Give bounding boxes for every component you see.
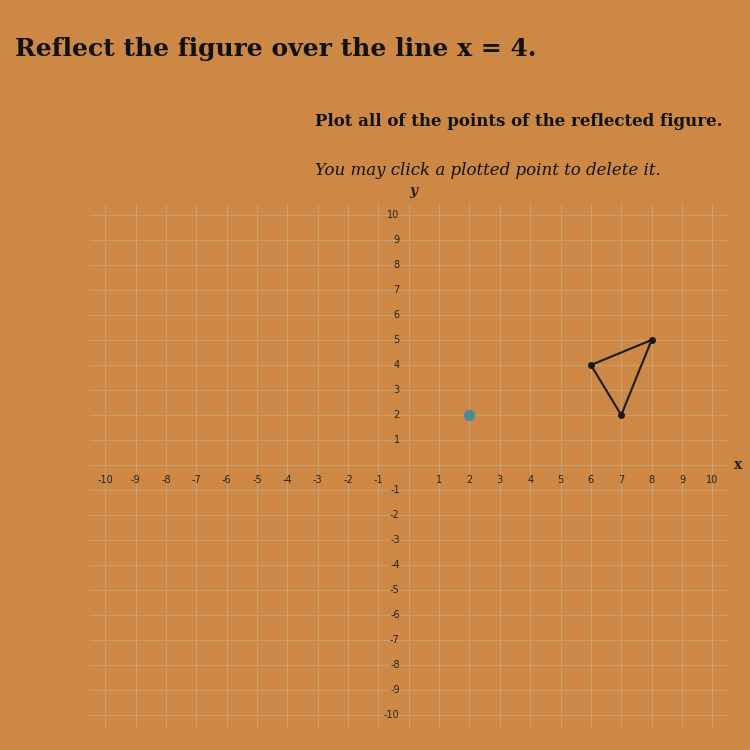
Text: x: x [734, 458, 742, 472]
Text: -5: -5 [252, 475, 262, 485]
Text: -2: -2 [390, 510, 400, 520]
Text: Plot all of the points of the reflected figure.: Plot all of the points of the reflected … [315, 113, 722, 130]
Text: 8: 8 [394, 260, 400, 270]
Text: -1: -1 [390, 485, 400, 495]
Text: 1: 1 [394, 435, 400, 445]
Text: 3: 3 [394, 385, 400, 395]
Text: 7: 7 [394, 285, 400, 295]
Text: -5: -5 [390, 585, 400, 595]
Text: -7: -7 [390, 635, 400, 645]
Text: 10: 10 [706, 475, 718, 485]
Text: -8: -8 [390, 660, 400, 670]
Text: -3: -3 [313, 475, 322, 485]
Text: -9: -9 [390, 685, 400, 695]
Text: -8: -8 [161, 475, 171, 485]
Text: 3: 3 [496, 475, 503, 485]
Text: 8: 8 [649, 475, 655, 485]
Text: 5: 5 [394, 335, 400, 345]
Text: -4: -4 [283, 475, 292, 485]
Text: -6: -6 [222, 475, 232, 485]
Text: -7: -7 [191, 475, 201, 485]
Text: -10: -10 [98, 475, 113, 485]
Text: 9: 9 [394, 235, 400, 245]
Text: -10: -10 [384, 710, 400, 720]
Text: Reflect the figure over the line x = 4.: Reflect the figure over the line x = 4. [15, 37, 536, 61]
Text: 9: 9 [679, 475, 685, 485]
Text: -4: -4 [390, 560, 400, 570]
Text: 6: 6 [394, 310, 400, 320]
Text: -6: -6 [390, 610, 400, 620]
Text: 2: 2 [466, 475, 472, 485]
Text: You may click a plotted point to delete it.: You may click a plotted point to delete … [315, 162, 661, 179]
Text: 7: 7 [618, 475, 624, 485]
Text: -2: -2 [344, 475, 353, 485]
Text: y: y [410, 184, 417, 197]
Text: 5: 5 [557, 475, 564, 485]
Text: 2: 2 [394, 410, 400, 420]
Text: 4: 4 [527, 475, 533, 485]
Text: -9: -9 [130, 475, 140, 485]
Text: -3: -3 [390, 535, 400, 545]
Text: 6: 6 [588, 475, 594, 485]
Text: 1: 1 [436, 475, 442, 485]
Text: 4: 4 [394, 360, 400, 370]
Text: -1: -1 [374, 475, 383, 485]
Text: 10: 10 [388, 210, 400, 220]
